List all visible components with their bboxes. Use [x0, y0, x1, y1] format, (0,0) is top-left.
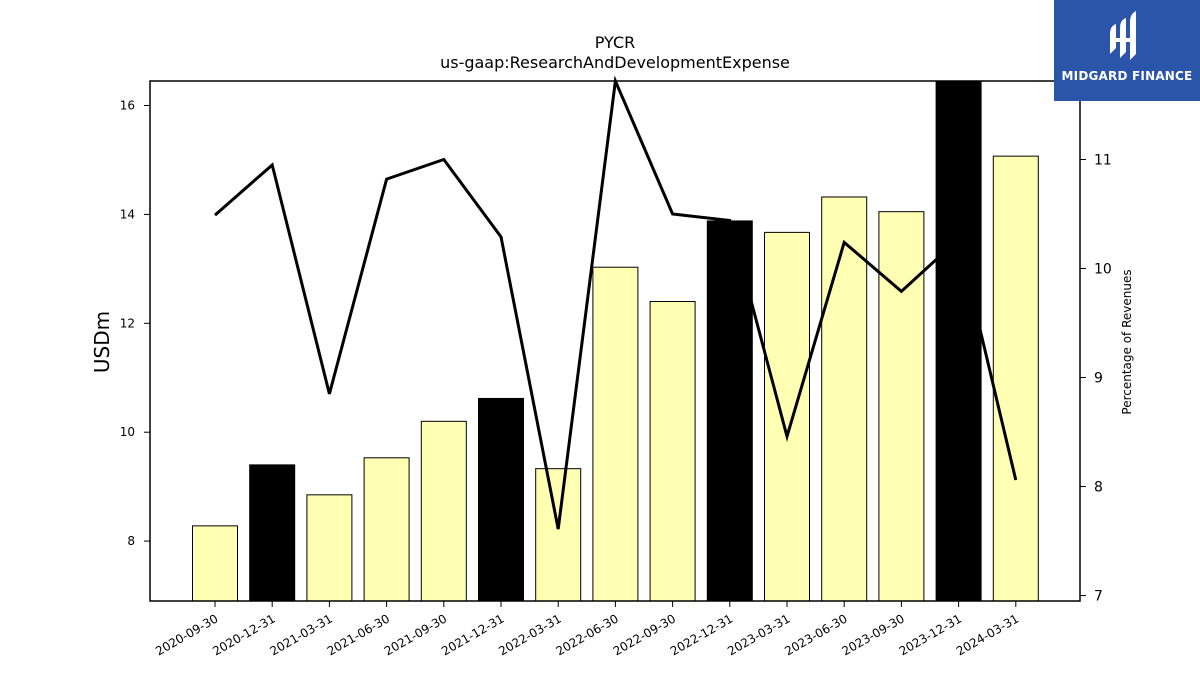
- x-tick-label-10: 2023-03-31: [725, 611, 792, 658]
- bar-2023-06-30: [821, 196, 868, 602]
- x-tick-label-3: 2021-06-30: [325, 611, 392, 658]
- bar-2020-12-31: [249, 464, 296, 602]
- y-tick-label-0: 8: [127, 534, 135, 548]
- y2-tick-label-1: 8: [1094, 480, 1103, 496]
- x-tick-label-7: 2022-06-30: [553, 611, 620, 658]
- x-tick-label-14: 2024-03-31: [954, 611, 1021, 658]
- y2-axis-label: Percentage of Revenues: [1120, 269, 1134, 414]
- logo-text: MIDGARD FINANCE: [1061, 69, 1193, 83]
- y-tick-label-3: 14: [120, 207, 135, 221]
- y-tick-label-4: 16: [120, 99, 135, 113]
- bar-2023-03-31: [764, 231, 810, 602]
- bar-2022-03-31: [535, 468, 582, 602]
- logo-mark-icon: [1110, 11, 1136, 60]
- bar-2021-03-31: [306, 494, 353, 602]
- bar-2020-09-30: [192, 525, 238, 602]
- bar-2021-06-30: [363, 457, 410, 602]
- y2-tick-label-2: 9: [1094, 371, 1103, 387]
- midgard-finance-logo: MIDGARD FINANCE: [1054, 0, 1200, 101]
- x-tick-label-0: 2020-09-30: [153, 611, 220, 658]
- x-tick-label-12: 2023-09-30: [839, 611, 906, 658]
- y-tick-label-1: 10: [120, 425, 135, 439]
- bar-2022-12-31: [706, 220, 753, 602]
- x-tick-label-6: 2022-03-31: [496, 611, 563, 658]
- x-tick-label-8: 2022-09-30: [611, 611, 678, 658]
- y-tick-label-2: 12: [120, 316, 135, 330]
- x-tick-label-5: 2021-12-31: [439, 611, 506, 658]
- bar-2022-06-30: [592, 266, 639, 602]
- bar-2021-09-30: [420, 420, 467, 602]
- y2-tick-label-3: 10: [1094, 262, 1112, 278]
- bar-2024-03-31: [992, 155, 1039, 602]
- y-axis-label: USDm: [90, 311, 114, 373]
- x-tick-label-2: 2021-03-31: [267, 611, 334, 658]
- bar-2023-09-30: [878, 211, 925, 602]
- bars-group: [192, 80, 1039, 602]
- bar-2023-12-31: [935, 80, 982, 602]
- chart-title: PYCR: [595, 33, 635, 52]
- chart-subtitle: us-gaap:ResearchAndDevelopmentExpense: [440, 53, 790, 72]
- x-tick-label-13: 2023-12-31: [897, 611, 964, 658]
- x-tick-label-1: 2020-12-31: [210, 611, 277, 658]
- bar-2021-12-31: [478, 397, 524, 602]
- bar-2022-09-30: [649, 301, 696, 602]
- y2-tick-label-4: 11: [1094, 152, 1112, 168]
- x-tick-label-4: 2021-09-30: [382, 611, 449, 658]
- x-tick-label-9: 2022-12-31: [668, 611, 735, 658]
- x-tick-label-11: 2023-06-30: [782, 611, 849, 658]
- y2-tick-label-0: 7: [1094, 589, 1103, 605]
